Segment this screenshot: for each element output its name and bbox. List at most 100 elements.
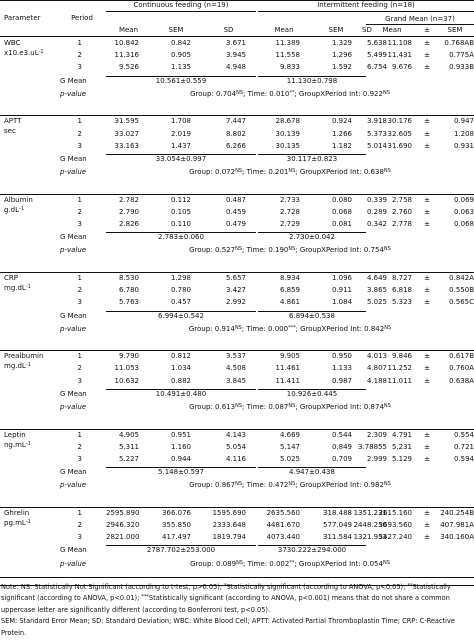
cell-int-mean: 11.411 bbox=[275, 376, 301, 385]
cell-int-mean: 2.733 bbox=[279, 195, 300, 204]
cell-gm-pm: ± bbox=[424, 207, 430, 216]
cell-gm-pm: ± bbox=[424, 298, 430, 307]
cell-int-sd: 6.754 bbox=[366, 63, 387, 72]
inter-gmean: 10.926±0.445 bbox=[286, 389, 338, 398]
pvalue-part: ; Time: 0.087 bbox=[242, 403, 289, 411]
gmean-label: G Mean bbox=[60, 233, 87, 242]
cell-gm-mean: 32.605 bbox=[387, 129, 413, 138]
cell-gm-sem: 0.721 bbox=[453, 442, 474, 451]
gmean-label: G Mean bbox=[60, 468, 87, 477]
parameter-unit-exponent: -1 bbox=[19, 205, 25, 212]
cell-gm-pm: ± bbox=[424, 533, 430, 542]
cell-gm-pm: ± bbox=[424, 39, 430, 47]
gm-rule bbox=[366, 24, 474, 25]
pvalue-part: ; Time: 0.010 bbox=[242, 89, 290, 98]
cell-gm-sem: 407.981A bbox=[440, 521, 474, 529]
pvalue-significance: NS bbox=[383, 246, 391, 253]
cell-gm-mean: 2.760 bbox=[391, 207, 412, 216]
cell-cont-mean: 2.790 bbox=[118, 207, 139, 216]
note-abbreviations: SEM: Standard Error Mean; SD: Standard D… bbox=[1, 617, 455, 637]
cell-cont-mean: 10.632 bbox=[114, 376, 140, 385]
pvalue-part: ; GroupXPeriod Int: 0.842 bbox=[295, 324, 385, 333]
pvalue-part: Group: 0.914 bbox=[188, 324, 235, 333]
cell-period: 2 bbox=[77, 129, 82, 138]
cell-cont-mean: 8.530 bbox=[118, 273, 139, 282]
cell-int-sem: 1.592 bbox=[331, 63, 352, 72]
cell-int-mean: 9.905 bbox=[279, 352, 300, 361]
cell-int-sd: 3.78855 bbox=[358, 442, 387, 451]
cell-period: 2 bbox=[77, 286, 82, 295]
header-int-sd: SD bbox=[362, 26, 372, 34]
header-bottom-rule bbox=[0, 36, 474, 37]
cell-int-sd: 5.025 bbox=[366, 298, 387, 307]
cell-cont-sd: 4.116 bbox=[225, 454, 246, 463]
cont-gmean-rule bbox=[106, 467, 256, 469]
cell-cont-sd: 0.487 bbox=[225, 195, 246, 204]
parameter-unit: x10.e3.uL-1 bbox=[4, 49, 44, 58]
cell-int-sem: 1.296 bbox=[331, 51, 352, 60]
cell-gm-sem: 0.069 bbox=[453, 195, 474, 204]
cell-cont-mean: 11.053 bbox=[114, 364, 140, 373]
cell-gm-sem: 0.933B bbox=[449, 63, 474, 72]
cell-int-sd: 1351.231 bbox=[353, 508, 387, 517]
cell-gm-mean: 31.690 bbox=[387, 141, 413, 150]
cell-cont-sem: 0.944 bbox=[170, 454, 191, 463]
pvalue-text: Group: 0.613NS; Time: 0.087NS; GroupXPer… bbox=[106, 403, 474, 412]
pvalue-significance: NS bbox=[383, 403, 391, 409]
cell-period: 3 bbox=[77, 454, 82, 463]
pvalue-significance: NS bbox=[288, 168, 296, 175]
cell-cont-sem: 1.298 bbox=[170, 273, 191, 282]
cell-gm-pm: ± bbox=[424, 273, 430, 282]
pvalue-text: Group: 0.527NS; Time: 0.190NS; GroupXPer… bbox=[106, 246, 474, 255]
inter-gmean: 30.117±0.823 bbox=[286, 154, 338, 163]
cell-period: 1 bbox=[77, 195, 82, 204]
cell-int-sem: 1.182 bbox=[331, 141, 352, 150]
cell-int-sd: 3.865 bbox=[366, 286, 387, 295]
cell-gm-mean: 5.129 bbox=[391, 454, 412, 463]
cell-period: 3 bbox=[77, 376, 82, 385]
pvalue-significance: NS bbox=[288, 246, 296, 253]
parameter-unit-exponent: -1 bbox=[25, 283, 31, 290]
cell-int-sd: 4.649 bbox=[366, 273, 387, 282]
cell-gm-sem: 0.617B bbox=[449, 352, 474, 361]
cell-gm-sem: 0.554 bbox=[453, 430, 474, 439]
cell-cont-sem: 0.112 bbox=[170, 195, 191, 204]
pvalue-significance: *** bbox=[288, 324, 296, 331]
pvalue-significance: NS bbox=[382, 559, 390, 566]
cell-cont-sem: 0.780 bbox=[170, 286, 191, 295]
cont-gmean-rule bbox=[106, 75, 256, 77]
pvalue-significance: NS bbox=[235, 168, 243, 175]
cell-cont-sem: 2.019 bbox=[170, 129, 191, 138]
pvalue-part: ; Time: 0.002 bbox=[242, 559, 290, 568]
cell-cont-sd: 8.802 bbox=[225, 129, 246, 138]
cell-int-sd: 0.342 bbox=[366, 220, 387, 228]
gmean-label: G Mean bbox=[60, 546, 87, 555]
cell-int-mean: 8.934 bbox=[279, 273, 300, 282]
inter-gmean-rule bbox=[258, 153, 366, 155]
parameter-name: Albumin bbox=[4, 195, 33, 204]
inter-gmean: 3730.222±294.000 bbox=[277, 546, 347, 555]
cell-gm-mean: 3693.560 bbox=[378, 521, 412, 529]
cell-cont-sem: 366.076 bbox=[162, 508, 191, 517]
cell-period: 2 bbox=[77, 207, 82, 216]
note-sig-3: *** bbox=[141, 594, 149, 601]
bottom-rule bbox=[0, 577, 474, 578]
cell-gm-mean: 11.011 bbox=[387, 376, 413, 385]
inter-gmean-rule bbox=[258, 467, 366, 469]
pvalue-part: ; GroupXPeriod Int: 0.054 bbox=[294, 559, 383, 568]
cell-int-sd: 1321.953 bbox=[353, 533, 387, 542]
cell-gm-mean: 2615.160 bbox=[378, 508, 412, 517]
inter-rule bbox=[258, 11, 474, 12]
cell-period: 3 bbox=[77, 63, 82, 72]
pvalue-part: ; GroupXPeriod Int: 0.874 bbox=[295, 403, 384, 411]
cell-period: 1 bbox=[77, 273, 82, 282]
cell-cont-sem: 0.842 bbox=[170, 39, 191, 47]
cell-gm-pm: ± bbox=[424, 442, 430, 451]
cont-gmean: 6.994±0.542 bbox=[158, 311, 204, 320]
cell-cont-sem: 1.708 bbox=[170, 117, 191, 126]
cell-cont-sem: 417.497 bbox=[162, 533, 191, 542]
block-rule bbox=[0, 506, 474, 508]
cell-gm-sem: 0.760A bbox=[449, 364, 474, 373]
block-rule bbox=[0, 193, 474, 195]
cell-cont-sem: 1.160 bbox=[170, 442, 191, 451]
